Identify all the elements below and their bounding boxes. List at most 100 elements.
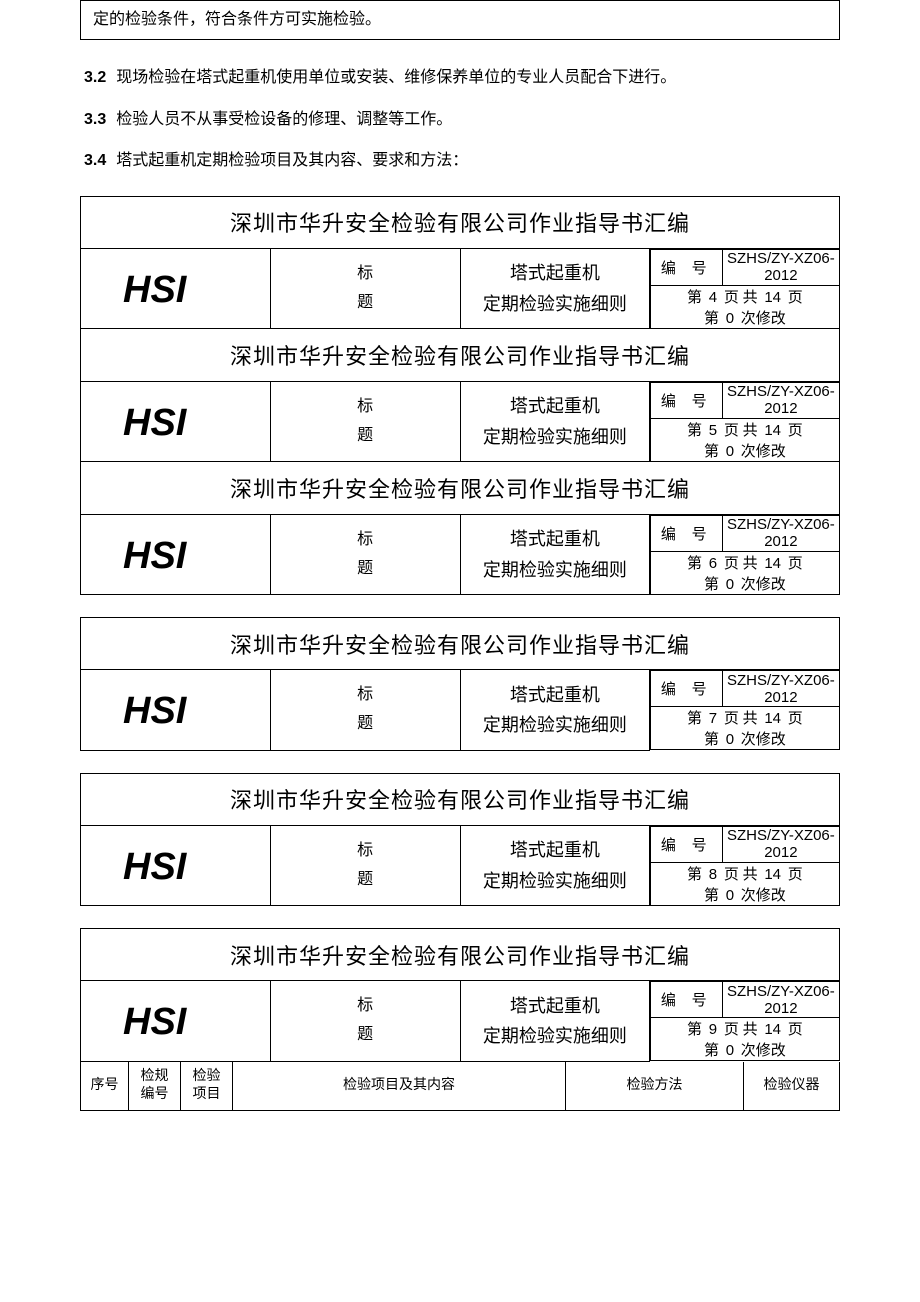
doc-code: SZHS/ZY-XZ06-2012 xyxy=(723,671,839,707)
doc-code: SZHS/ZY-XZ06-2012 xyxy=(723,382,839,418)
svg-text:HSI: HSI xyxy=(123,846,188,887)
paragraph: 3.4 塔式起重机定期检验项目及其内容、要求和方法： xyxy=(84,143,836,178)
header-block: 深圳市华升安全检验有限公司作业指导书汇编 HSI 标 题 塔式起重机 定期检验实… xyxy=(80,617,840,751)
doc-code-row: 编 号 SZHS/ZY-XZ06-2012 xyxy=(651,249,839,285)
company-title: 深圳市华升安全检验有限公司作业指导书汇编 xyxy=(81,196,840,248)
header-table: 深圳市华升安全检验有限公司作业指导书汇编 HSI 标 题 塔式起重机 定期检验实… xyxy=(80,196,840,330)
doc-title-cell: 塔式起重机 定期检验实施细则 xyxy=(460,514,650,595)
columns-header-row: 序号 检规编号 检验项目 检验项目及其内容 检验方法 检验仪器 xyxy=(81,1062,840,1111)
doc-code-row: 编 号 SZHS/ZY-XZ06-2012 xyxy=(651,982,839,1018)
company-row: 深圳市华升安全检验有限公司作业指导书汇编 xyxy=(81,929,840,981)
header-block: 深圳市华升安全检验有限公司作业指导书汇编 HSI 标 题 塔式起重机 定期检验实… xyxy=(80,928,840,1062)
doc-title-cell: 塔式起重机 定期检验实施细则 xyxy=(460,670,650,751)
detail-row: HSI 标 题 塔式起重机 定期检验实施细则 编 号 SZHS/ZY-XZ06-… xyxy=(81,981,840,1062)
label-char: 标 xyxy=(271,260,460,289)
label-char: 题 xyxy=(271,422,460,451)
label-char: 标 xyxy=(271,837,460,866)
label-char: 题 xyxy=(271,1021,460,1050)
doc-title-line: 定期检验实施细则 xyxy=(461,866,650,897)
svg-text:HSI: HSI xyxy=(123,1001,188,1042)
title-label-cell: 标 题 xyxy=(270,381,460,462)
doc-code: SZHS/ZY-XZ06-2012 xyxy=(723,826,839,862)
meta-cell: 编 号 SZHS/ZY-XZ06-2012 第 5 页 共 14 页 第 0 次… xyxy=(650,381,840,462)
doc-title-cell: 塔式起重机 定期检验实施细则 xyxy=(460,248,650,329)
page-info: 第 5 页 共 14 页 第 0 次修改 xyxy=(651,418,839,461)
label-char: 标 xyxy=(271,992,460,1021)
continuation-box: 定的检验条件，符合条件方可实施检验。 xyxy=(80,0,840,40)
doc-title-cell: 塔式起重机 定期检验实施细则 xyxy=(460,825,650,906)
page-info: 第 8 页 共 14 页 第 0 次修改 xyxy=(651,862,839,905)
svg-text:HSI: HSI xyxy=(123,269,188,310)
title-label-cell: 标 题 xyxy=(270,514,460,595)
paragraph-list: 3.2 现场检验在塔式起重机使用单位或安装、维修保养单位的专业人员配合下进行。 3… xyxy=(84,60,836,178)
label-char: 题 xyxy=(271,710,460,739)
header-table: 深圳市华升安全检验有限公司作业指导书汇编 HSI 标 题 塔式起重机 定期检验实… xyxy=(80,329,840,462)
columns-header-table: 序号 检规编号 检验项目 检验项目及其内容 检验方法 检验仪器 xyxy=(80,1062,840,1111)
meta-label: 编 号 xyxy=(651,515,723,551)
doc-code: SZHS/ZY-XZ06-2012 xyxy=(723,515,839,551)
doc-title-line: 塔式起重机 xyxy=(461,258,650,289)
column-header: 检规编号 xyxy=(129,1062,181,1111)
page-info-row: 第 6 页 共 14 页 第 0 次修改 xyxy=(651,551,839,594)
continuation-text: 定的检验条件，符合条件方可实施检验。 xyxy=(93,11,381,28)
page-info-row: 第 5 页 共 14 页 第 0 次修改 xyxy=(651,418,839,461)
title-label-cell: 标 题 xyxy=(270,825,460,906)
label-char: 题 xyxy=(271,289,460,318)
column-header-text: 检验项目 xyxy=(193,1069,221,1102)
column-header: 检验项目及其内容 xyxy=(233,1062,566,1111)
meta-label: 编 号 xyxy=(651,671,723,707)
page-info-row: 第 9 页 共 14 页 第 0 次修改 xyxy=(651,1018,839,1061)
doc-code-row: 编 号 SZHS/ZY-XZ06-2012 xyxy=(651,826,839,862)
paragraph-number: 3.3 xyxy=(84,111,106,128)
doc-code: SZHS/ZY-XZ06-2012 xyxy=(723,982,839,1018)
company-row: 深圳市华升安全检验有限公司作业指导书汇编 xyxy=(81,196,840,248)
company-title: 深圳市华升安全检验有限公司作业指导书汇编 xyxy=(81,773,840,825)
column-header: 序号 xyxy=(81,1062,129,1111)
detail-row: HSI 标 题 塔式起重机 定期检验实施细则 编 号 SZHS/ZY-XZ06-… xyxy=(81,248,840,329)
hsi-logo-icon: HSI xyxy=(123,1000,227,1042)
meta-cell: 编 号 SZHS/ZY-XZ06-2012 第 9 页 共 14 页 第 0 次… xyxy=(650,981,840,1062)
company-row: 深圳市华升安全检验有限公司作业指导书汇编 xyxy=(81,773,840,825)
company-row: 深圳市华升安全检验有限公司作业指导书汇编 xyxy=(81,462,840,514)
detail-row: HSI 标 题 塔式起重机 定期检验实施细则 编 号 SZHS/ZY-XZ06-… xyxy=(81,514,840,595)
paragraph-text: 塔式起重机定期检验项目及其内容、要求和方法： xyxy=(116,152,468,169)
paragraph-number: 3.4 xyxy=(84,152,106,169)
header-block: 深圳市华升安全检验有限公司作业指导书汇编 HSI 标 题 塔式起重机 定期检验实… xyxy=(80,773,840,907)
header-table: 深圳市华升安全检验有限公司作业指导书汇编 HSI 标 题 塔式起重机 定期检验实… xyxy=(80,617,840,751)
title-label-cell: 标 题 xyxy=(270,670,460,751)
label-char: 题 xyxy=(271,555,460,584)
label-char: 题 xyxy=(271,866,460,895)
hsi-logo-icon: HSI xyxy=(123,401,227,443)
header-block: 深圳市华升安全检验有限公司作业指导书汇编 HSI 标 题 塔式起重机 定期检验实… xyxy=(80,462,840,595)
header-block-group: 深圳市华升安全检验有限公司作业指导书汇编 HSI 标 题 塔式起重机 定期检验实… xyxy=(80,617,840,751)
hsi-logo-icon: HSI xyxy=(123,534,227,576)
logo-cell: HSI xyxy=(81,381,271,462)
hsi-logo-icon: HSI xyxy=(123,845,227,887)
header-table: 深圳市华升安全检验有限公司作业指导书汇编 HSI 标 题 塔式起重机 定期检验实… xyxy=(80,462,840,595)
logo-cell: HSI xyxy=(81,248,271,329)
svg-text:HSI: HSI xyxy=(123,690,188,731)
page-info: 第 7 页 共 14 页 第 0 次修改 xyxy=(651,707,839,750)
meta-label: 编 号 xyxy=(651,982,723,1018)
hsi-logo-icon: HSI xyxy=(123,689,227,731)
paragraph-number: 3.2 xyxy=(84,69,106,86)
page-info-row: 第 4 页 共 14 页 第 0 次修改 xyxy=(651,285,839,328)
header-block: 深圳市华升安全检验有限公司作业指导书汇编 HSI 标 题 塔式起重机 定期检验实… xyxy=(80,329,840,462)
doc-title-cell: 塔式起重机 定期检验实施细则 xyxy=(460,981,650,1062)
logo-cell: HSI xyxy=(81,825,271,906)
column-header: 检验仪器 xyxy=(744,1062,840,1111)
meta-cell: 编 号 SZHS/ZY-XZ06-2012 第 8 页 共 14 页 第 0 次… xyxy=(650,825,840,906)
meta-label: 编 号 xyxy=(651,826,723,862)
column-header: 检验项目 xyxy=(181,1062,233,1111)
label-char: 标 xyxy=(271,393,460,422)
doc-title-cell: 塔式起重机 定期检验实施细则 xyxy=(460,381,650,462)
label-char: 标 xyxy=(271,526,460,555)
header-table: 深圳市华升安全检验有限公司作业指导书汇编 HSI 标 题 塔式起重机 定期检验实… xyxy=(80,928,840,1062)
paragraph-text: 现场检验在塔式起重机使用单位或安装、维修保养单位的专业人员配合下进行。 xyxy=(116,69,676,86)
title-label-cell: 标 题 xyxy=(270,981,460,1062)
svg-text:HSI: HSI xyxy=(123,402,188,443)
document-page: 定的检验条件，符合条件方可实施检验。 3.2 现场检验在塔式起重机使用单位或安装、… xyxy=(0,0,920,1183)
company-title: 深圳市华升安全检验有限公司作业指导书汇编 xyxy=(81,462,840,514)
doc-code-row: 编 号 SZHS/ZY-XZ06-2012 xyxy=(651,515,839,551)
doc-title-line: 定期检验实施细则 xyxy=(461,710,650,741)
